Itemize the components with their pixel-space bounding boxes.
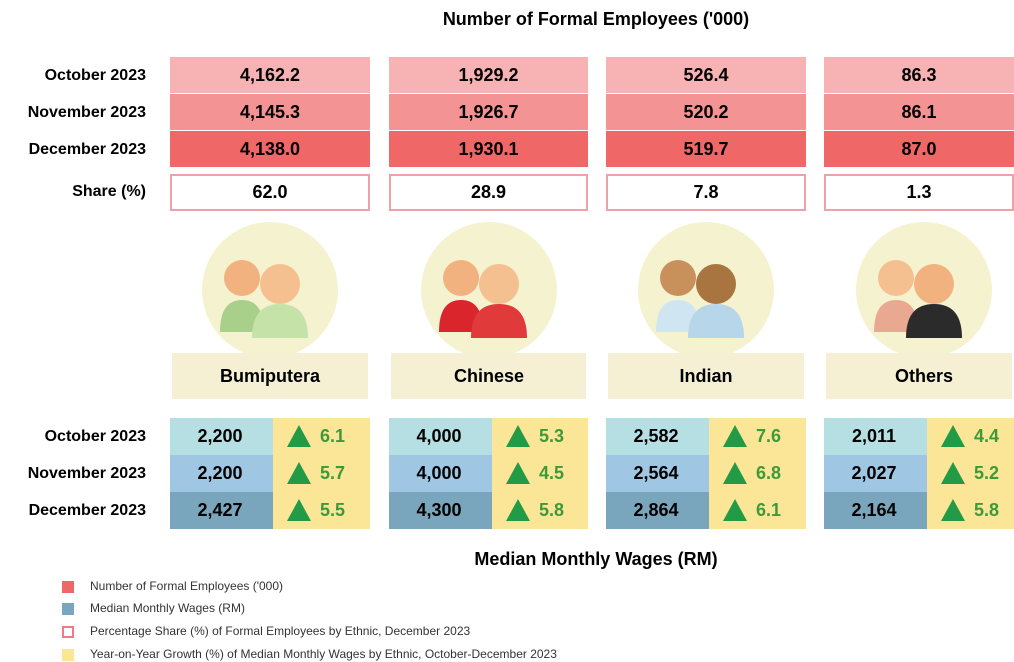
- wage-value: 2,027: [851, 463, 896, 483]
- growth-value: 5.3: [539, 426, 564, 446]
- growth-cell: [927, 455, 1014, 492]
- legend-label: Year-on-Year Growth (%) of Median Monthl…: [90, 647, 557, 661]
- icon-head: [224, 260, 260, 296]
- icon-head: [878, 260, 914, 296]
- employee-value: 4,162.2: [240, 65, 300, 85]
- wage-value: 4,000: [416, 426, 461, 446]
- growth-value: 5.8: [539, 500, 564, 520]
- wage-value: 2,564: [633, 463, 678, 483]
- employee-value: 86.1: [901, 102, 936, 122]
- growth-value: 6.8: [756, 463, 781, 483]
- wage-value: 2,427: [197, 500, 242, 520]
- title: Number of Formal Employees ('000): [443, 9, 749, 29]
- employee-value: 520.2: [683, 102, 728, 122]
- growth-value: 5.5: [320, 500, 345, 520]
- growth-value: 6.1: [320, 426, 345, 446]
- share-value: 62.0: [252, 182, 287, 202]
- icon-head: [479, 264, 519, 304]
- employee-value: 1,930.1: [458, 139, 518, 159]
- share-value: 7.8: [693, 182, 718, 202]
- wage-value: 4,000: [416, 463, 461, 483]
- legend-swatch: [63, 627, 73, 637]
- wage-value: 2,200: [197, 426, 242, 446]
- wage-value: 2,011: [852, 426, 896, 446]
- employee-value: 1,926.7: [458, 102, 518, 122]
- group-name: Chinese: [454, 366, 524, 386]
- icon-head: [914, 264, 954, 304]
- infographic: Number of Formal Employees ('000) Median…: [0, 0, 1014, 662]
- group-name: Indian: [680, 366, 733, 386]
- wage-value: 4,300: [416, 500, 461, 520]
- legend-swatch: [62, 581, 74, 593]
- legend-swatch: [62, 603, 74, 615]
- wage-value: 2,200: [197, 463, 242, 483]
- legend-label: Number of Formal Employees ('000): [90, 579, 283, 593]
- share-value: 28.9: [471, 182, 506, 202]
- row-label: December 2023: [29, 141, 147, 158]
- growth-cell: [927, 492, 1014, 529]
- share-value: 1.3: [906, 182, 931, 202]
- row-label: December 2023: [29, 502, 147, 519]
- growth-value: 6.1: [756, 500, 781, 520]
- wages-title: Median Monthly Wages (RM): [474, 549, 717, 569]
- icon-head: [260, 264, 300, 304]
- group-name: Bumiputera: [220, 366, 321, 386]
- wage-value: 2,164: [851, 500, 896, 520]
- growth-value: 5.2: [974, 463, 999, 483]
- legend-swatch: [62, 649, 74, 661]
- employee-value: 526.4: [683, 65, 728, 85]
- employee-value: 86.3: [901, 65, 936, 85]
- share-label: Share (%): [72, 183, 146, 200]
- employee-value: 4,145.3: [240, 102, 300, 122]
- legend-label: Median Monthly Wages (RM): [90, 601, 245, 615]
- group-name: Others: [895, 366, 953, 386]
- wage-value: 2,582: [633, 426, 678, 446]
- icon-head: [660, 260, 696, 296]
- growth-value: 7.6: [756, 426, 781, 446]
- employee-value: 519.7: [683, 139, 728, 159]
- growth-value: 4.4: [974, 426, 999, 446]
- growth-value: 4.5: [539, 463, 564, 483]
- legend-label: Percentage Share (%) of Formal Employees…: [90, 624, 471, 638]
- icon-head: [443, 260, 479, 296]
- row-label: November 2023: [28, 104, 146, 121]
- wage-value: 2,864: [633, 500, 678, 520]
- row-label: November 2023: [28, 465, 146, 482]
- employee-value: 1,929.2: [458, 65, 518, 85]
- icon-head: [696, 264, 736, 304]
- employee-value: 87.0: [901, 139, 936, 159]
- employee-value: 4,138.0: [240, 139, 300, 159]
- growth-value: 5.7: [320, 463, 345, 483]
- growth-cell: [927, 418, 1014, 455]
- row-label: October 2023: [45, 67, 146, 84]
- row-label: October 2023: [45, 428, 146, 445]
- growth-value: 5.8: [974, 500, 999, 520]
